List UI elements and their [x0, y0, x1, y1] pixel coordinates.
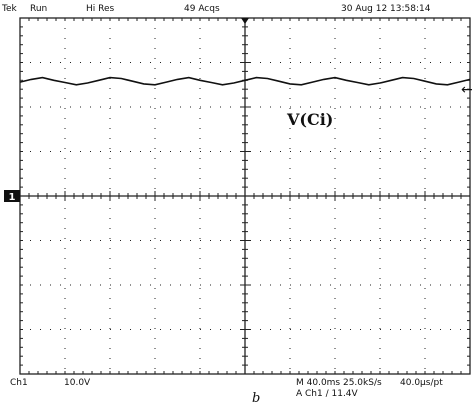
trace-v-ci	[19, 76, 471, 86]
trace-label: V(Ci)	[286, 110, 333, 129]
run-state: Run	[30, 4, 48, 14]
scope-status-bar: Tek Run Hi Res 49 Acqs 30 Aug 12 13:58:1…	[0, 0, 472, 18]
scope-markers: 1←	[4, 18, 472, 203]
channel-ground-marker	[4, 190, 20, 202]
date-time: 30 Aug 12 13:58:14	[341, 4, 431, 14]
channel-label: Ch1	[10, 378, 28, 388]
volts-per-div: 10.0V	[64, 378, 91, 388]
acquisition-count: 49 Acqs	[184, 4, 220, 14]
brand-label: Tek	[2, 4, 17, 14]
trigger-level-arrow: ←	[461, 82, 472, 98]
trigger-readout: A Ch1 ∕ 11.4V	[296, 389, 358, 399]
sample-interval: 40.0µs/pt	[400, 378, 443, 388]
scope-readout: Ch1 10.0V M 40.0ms 25.0kS/s 40.0µs/pt A …	[0, 374, 472, 410]
graticule	[19, 17, 471, 375]
trigger-position-marker	[241, 18, 249, 24]
figure-label: b	[252, 391, 261, 406]
timebase-readout: M 40.0ms 25.0kS/s	[296, 378, 382, 388]
acquisition-mode: Hi Res	[86, 4, 115, 14]
channel-marker-label: 1	[9, 192, 16, 203]
